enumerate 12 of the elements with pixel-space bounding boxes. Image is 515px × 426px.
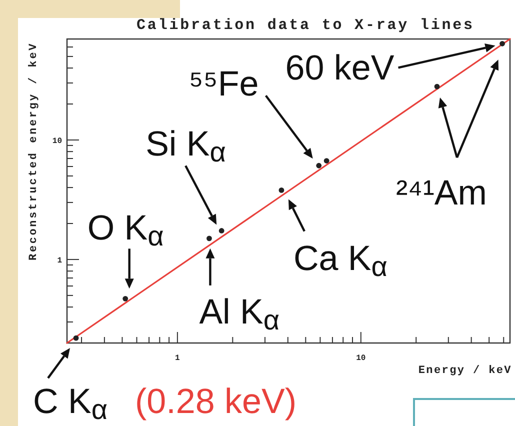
x-axis-title: Energy / keV [418, 365, 512, 377]
annotation: ⁵⁵Fe [188, 64, 259, 104]
annotation: ²⁴¹Am [396, 174, 487, 213]
annotation: 60 keV [285, 48, 395, 88]
y-axis-title: Reconstructed energy / keV [28, 42, 40, 260]
annotation: O K$_{α}$ [87, 208, 164, 252]
annotation: Ca K$_{α}$ [293, 239, 388, 282]
annotation: Al K$_{α}$ [199, 292, 280, 336]
annotation: (0.28 keV) [135, 382, 296, 422]
chart-title: Calibration data to X-ray lines [136, 17, 474, 34]
annotation: C K$_{α}$ [33, 382, 108, 426]
annotation: Si K$_{α}$ [146, 124, 226, 168]
